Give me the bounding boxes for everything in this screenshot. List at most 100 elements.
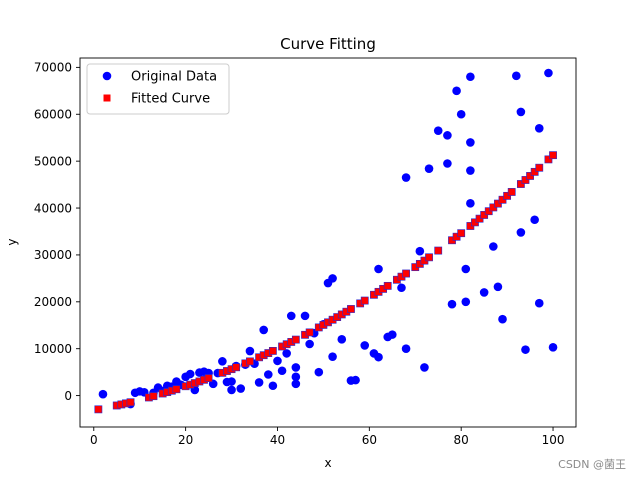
fitted-curve-point bbox=[149, 392, 158, 401]
original-data-point bbox=[314, 367, 324, 377]
y-tick-label: 0 bbox=[64, 389, 72, 403]
original-data-point bbox=[300, 311, 310, 321]
fitted-curve-point bbox=[526, 172, 534, 180]
original-data-point bbox=[328, 352, 337, 361]
original-data-point bbox=[337, 335, 347, 344]
original-data-point bbox=[227, 385, 236, 395]
original-data-point bbox=[530, 215, 539, 225]
original-data-point bbox=[360, 341, 370, 350]
fitted-curve-point bbox=[507, 188, 516, 196]
original-data-point bbox=[433, 126, 443, 135]
fitted-curve-point bbox=[291, 335, 300, 344]
original-data-point bbox=[268, 381, 278, 391]
original-data-point bbox=[259, 325, 269, 335]
legend-marker-original bbox=[102, 71, 112, 81]
original-data-point bbox=[291, 363, 301, 372]
fitted-curve-point bbox=[544, 155, 553, 164]
original-data-point bbox=[277, 366, 287, 376]
fitted-curve-point bbox=[503, 191, 512, 200]
original-data-point bbox=[424, 164, 434, 173]
original-data-point bbox=[218, 357, 227, 366]
original-data-point bbox=[254, 378, 264, 387]
original-data-point bbox=[534, 124, 544, 133]
fitted-curve-point bbox=[530, 167, 539, 176]
fitted-curve-point bbox=[94, 405, 103, 414]
original-data-point bbox=[443, 159, 452, 168]
original-data-point bbox=[236, 384, 246, 393]
fitted-curve-point bbox=[172, 385, 181, 394]
original-data-point bbox=[443, 131, 452, 140]
fitted-curve-point bbox=[516, 180, 525, 188]
fitted-curve-point bbox=[204, 374, 213, 383]
legend-marker-fitted bbox=[103, 94, 111, 102]
original-data-point bbox=[461, 264, 471, 274]
original-data-point bbox=[291, 372, 301, 382]
original-data-point bbox=[273, 356, 282, 366]
x-tick-label: 60 bbox=[362, 433, 377, 447]
original-data-point bbox=[516, 107, 526, 117]
fitted-curve-point bbox=[535, 163, 544, 172]
plot-frame bbox=[79, 57, 577, 428]
legend-label-fitted: Fitted Curve bbox=[131, 92, 210, 107]
original-data-point bbox=[548, 342, 558, 352]
fitted-curve-point bbox=[383, 281, 392, 290]
original-data-point bbox=[512, 71, 521, 81]
original-data-point bbox=[466, 138, 475, 147]
original-data-point bbox=[466, 166, 475, 175]
fitted-curve-point bbox=[347, 305, 355, 313]
y-tick-label: 10000 bbox=[34, 342, 72, 356]
original-data-point bbox=[374, 264, 383, 274]
y-tick-label: 40000 bbox=[34, 201, 72, 215]
original-data-point bbox=[227, 377, 236, 386]
legend-box bbox=[86, 63, 230, 115]
original-data-point bbox=[282, 349, 291, 358]
original-data-point bbox=[479, 288, 489, 297]
legend: Original Data Fitted Curve bbox=[86, 63, 230, 115]
x-tick-label: 20 bbox=[178, 433, 193, 447]
x-tick-label: 80 bbox=[454, 433, 469, 447]
original-data-point bbox=[534, 298, 544, 308]
x-axis-label: x bbox=[324, 456, 331, 470]
watermark-text: CSDN @菌王 bbox=[558, 458, 626, 471]
original-data-point bbox=[452, 86, 461, 96]
original-data-point bbox=[401, 344, 411, 354]
fitted-curve-point bbox=[521, 176, 530, 184]
original-data-point bbox=[461, 297, 471, 307]
original-data-point bbox=[456, 109, 466, 119]
original-data-point bbox=[521, 345, 530, 354]
original-data-point bbox=[374, 352, 383, 362]
original-data-point bbox=[264, 370, 273, 379]
original-data-point bbox=[401, 173, 411, 182]
original-data-point bbox=[493, 282, 503, 292]
original-data-point bbox=[98, 389, 108, 399]
original-data-point bbox=[245, 346, 255, 356]
x-tick-label: 40 bbox=[270, 433, 285, 447]
fitted-curve-point bbox=[246, 357, 254, 366]
original-data-point bbox=[415, 246, 425, 256]
original-data-point bbox=[351, 375, 360, 385]
x-tick-label: 0 bbox=[90, 433, 98, 447]
legend-label-original: Original Data bbox=[131, 70, 217, 85]
fitted-curve-point bbox=[457, 229, 466, 238]
original-data-point bbox=[516, 228, 526, 237]
original-data-point bbox=[466, 199, 475, 208]
original-data-point bbox=[291, 379, 301, 389]
y-tick-label: 30000 bbox=[34, 248, 72, 262]
axis-ticks: 0 20 40 60 80 100 0 10000 20000 30000 40000 50000 60… bbox=[34, 61, 565, 447]
original-data-point bbox=[466, 72, 475, 82]
original-data-point bbox=[185, 369, 195, 379]
fitted-curve-point bbox=[425, 253, 433, 262]
fitted-curve-point bbox=[360, 296, 369, 305]
chart-title: Curve Fitting bbox=[280, 35, 376, 53]
y-tick-label: 20000 bbox=[34, 295, 72, 309]
y-tick-label: 70000 bbox=[34, 61, 72, 75]
original-data-point bbox=[489, 242, 498, 251]
y-tick-label: 60000 bbox=[34, 108, 72, 122]
fitted-curve-point bbox=[126, 398, 135, 407]
original-data-point bbox=[328, 274, 337, 283]
original-data-point bbox=[286, 311, 296, 321]
data-layer bbox=[94, 68, 558, 414]
fitted-curve-point bbox=[232, 363, 241, 372]
original-data-point bbox=[388, 330, 397, 339]
